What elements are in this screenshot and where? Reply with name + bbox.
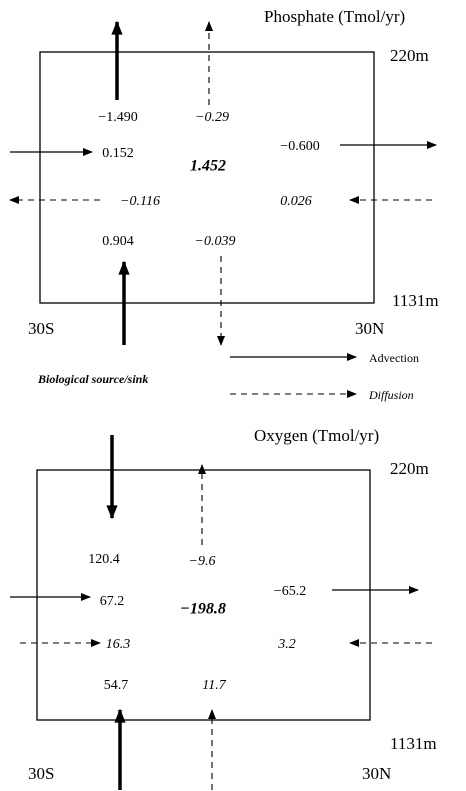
flux-label: −1.490 [98, 110, 137, 125]
lat-north: 30N [355, 319, 384, 338]
flux-label: −9.6 [189, 554, 216, 569]
flux-label: 0.026 [280, 194, 312, 209]
legend-advection: Advection [369, 351, 419, 365]
box [39, 51, 375, 304]
depth-bottom: 1131m [390, 734, 437, 753]
net-source: −198.8 [180, 601, 226, 618]
flux-label: 11.7 [202, 678, 226, 693]
flux-label: 67.2 [100, 594, 125, 609]
depth-bottom: 1131m [392, 291, 439, 310]
depth-top: 220m [390, 46, 429, 65]
flux-label: −0.29 [195, 110, 229, 125]
flux-label: 120.4 [88, 552, 120, 567]
flux-label: 54.7 [104, 678, 129, 693]
flux-label: −0.600 [280, 139, 319, 154]
flux-label: 3.2 [277, 637, 296, 652]
legend-diffusion: Diffusion [368, 388, 414, 402]
lat-south: 30S [28, 319, 54, 338]
net-source: 1.452 [190, 158, 226, 175]
lat-south: 30S [28, 764, 54, 783]
panel-title: Oxygen (Tmol/yr) [254, 426, 379, 445]
flux-label: −0.116 [120, 194, 160, 209]
legend-biological: Biological source/sink [37, 372, 148, 386]
legend: Biological source/sink Advection Diffusi… [37, 351, 419, 402]
flux-label: −0.039 [195, 234, 236, 249]
flux-label: 0.904 [102, 234, 134, 249]
oxygen-panel: Oxygen (Tmol/yr) 220m 1131m 30S 30N 120.… [10, 426, 437, 790]
panel-title: Phosphate (Tmol/yr) [264, 7, 405, 26]
phosphate-panel: Phosphate (Tmol/yr) 220m 1131m 30S 30N −… [9, 7, 439, 346]
flux-label: −65.2 [274, 584, 306, 599]
flux-label: 16.3 [106, 637, 131, 652]
depth-top: 220m [390, 459, 429, 478]
lat-north: 30N [362, 764, 391, 783]
flux-label: 0.152 [102, 146, 134, 161]
